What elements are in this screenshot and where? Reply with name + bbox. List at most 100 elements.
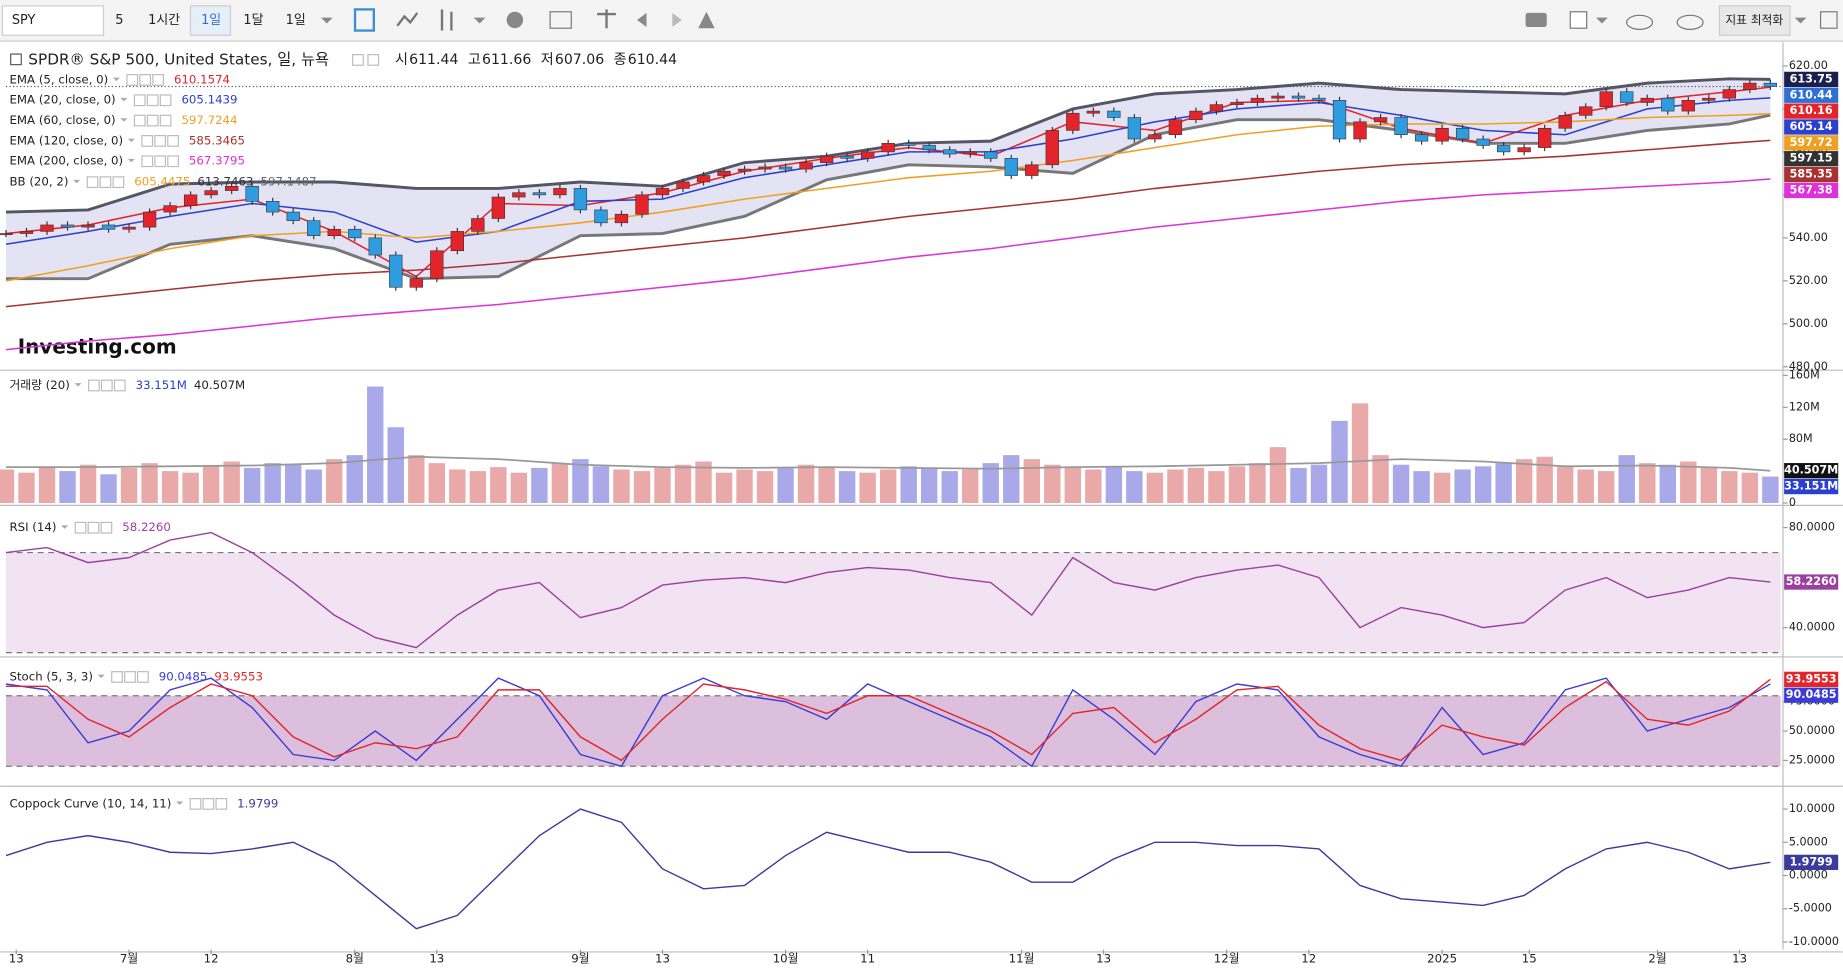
- volume-bar: [510, 472, 528, 504]
- symbol-box[interactable]: [1, 5, 105, 36]
- optimize-button[interactable]: [1718, 5, 1791, 36]
- cloud-down[interactable]: [1626, 14, 1654, 30]
- volume-bar: [367, 386, 384, 504]
- camera-icon[interactable]: [1525, 12, 1547, 28]
- legend-name: EMA (5, close, 0): [10, 72, 109, 86]
- interval[interactable]: 1시간: [148, 13, 180, 28]
- candle: [1681, 100, 1695, 112]
- legend-icon: [112, 176, 125, 189]
- candle: [0, 233, 13, 236]
- x-tick-label: 9월: [571, 952, 589, 966]
- watermark: Investing.com: [18, 334, 177, 358]
- candle: [1148, 134, 1162, 140]
- candle: [348, 228, 362, 239]
- value-tag-label: 613.75: [1790, 72, 1833, 85]
- interval[interactable]: 1달: [243, 13, 263, 28]
- volume-bar: [1064, 467, 1082, 504]
- candle: [1517, 147, 1531, 153]
- legend-icon: [154, 155, 167, 168]
- legend-value: 33.151M: [136, 378, 187, 392]
- volume-bar: [1269, 447, 1287, 504]
- volume-bar: [79, 464, 97, 504]
- legend-icon: [146, 94, 159, 107]
- undo[interactable]: [637, 12, 647, 28]
- dropdown[interactable]: [1596, 17, 1608, 24]
- interval[interactable]: 5: [115, 13, 123, 28]
- value-tag-label: 610.44: [1790, 88, 1833, 101]
- candle: [1209, 104, 1224, 112]
- legend-icon: [189, 798, 202, 810]
- legend-icon: [113, 379, 126, 392]
- volume-bar: [346, 455, 363, 504]
- volume-bar: [797, 464, 815, 504]
- interval[interactable]: 1일: [201, 13, 221, 28]
- x-tick-label: 11: [860, 952, 875, 966]
- candle: [1558, 115, 1572, 129]
- volume-bar: [243, 467, 261, 504]
- toolbar-icons: [320, 8, 1838, 32]
- candle: [1435, 127, 1449, 142]
- candle: [1620, 91, 1634, 103]
- legend-value: 567.3795: [189, 154, 245, 168]
- fullscreen[interactable]: [1819, 11, 1838, 29]
- candle: [737, 168, 752, 172]
- value-tag: [1784, 854, 1839, 870]
- legend-name: RSI (14): [10, 520, 57, 534]
- interval[interactable]: 1일: [286, 13, 306, 28]
- candle: [1414, 134, 1429, 142]
- alert-icon[interactable]: [698, 11, 715, 29]
- volume-bar: [1085, 469, 1102, 504]
- dropdown[interactable]: [1794, 17, 1807, 24]
- candle-icon[interactable]: [353, 8, 376, 32]
- volume-bar: [1618, 455, 1635, 504]
- x-tick-label: 13: [1732, 952, 1747, 966]
- volume-bar: [572, 459, 589, 504]
- indicator-icon[interactable]: [549, 11, 572, 29]
- line-icon[interactable]: [396, 12, 419, 27]
- bar-icon[interactable]: [440, 9, 453, 31]
- ohlc-label: 종: [614, 52, 627, 68]
- candle: [60, 224, 75, 228]
- settings-icon[interactable]: [506, 11, 524, 29]
- y-tick-label: 0.0000: [1789, 869, 1828, 882]
- candle: [491, 196, 506, 219]
- candle: [327, 228, 341, 236]
- legend-dropdown: [120, 97, 128, 102]
- redo[interactable]: [672, 12, 682, 28]
- dropdown[interactable]: [473, 17, 486, 24]
- legend-icon: [74, 521, 87, 534]
- candle: [286, 211, 300, 221]
- candle: [1702, 97, 1716, 101]
- volume-bar: [326, 459, 343, 504]
- volume-bar: [654, 467, 671, 504]
- compare-icon[interactable]: [597, 9, 616, 29]
- value-tag-label: 605.14: [1790, 120, 1833, 133]
- symbol[interactable]: SPY: [12, 13, 36, 28]
- value-tag-label: 597.72: [1790, 136, 1833, 149]
- candle: [1599, 91, 1613, 108]
- legend-icon: [88, 379, 100, 392]
- collapse-icon[interactable]: [10, 53, 22, 66]
- legend-value: 40.507M: [194, 378, 245, 392]
- optimize[interactable]: 지표 최적화: [1725, 13, 1783, 27]
- cloud-up[interactable]: [1676, 14, 1704, 30]
- interval-active[interactable]: [189, 5, 232, 36]
- indicator-line: [5, 677, 1771, 768]
- dropdown[interactable]: [320, 17, 333, 24]
- volume-bar: [531, 467, 548, 504]
- legend-icon: [167, 135, 179, 147]
- legend-icon: [141, 155, 154, 168]
- legend-icon: [126, 74, 139, 86]
- candle: [1127, 117, 1142, 140]
- legend-name: 거래량 (20): [10, 378, 70, 392]
- volume-bar: [1228, 466, 1246, 504]
- volume-bar: [18, 472, 35, 504]
- candle: [266, 201, 280, 213]
- volume-bar: [408, 455, 425, 504]
- color-icon[interactable]: [1569, 11, 1588, 29]
- candle: [553, 188, 567, 196]
- candle: [902, 143, 916, 146]
- legend-value: 613.7463: [197, 175, 253, 189]
- x-tick-label: 10월: [773, 952, 799, 966]
- band-lower: [5, 113, 1771, 281]
